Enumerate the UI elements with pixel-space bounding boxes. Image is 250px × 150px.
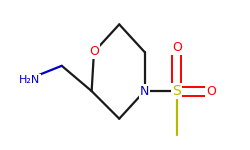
Text: O: O [89,45,99,58]
Text: S: S [172,84,181,98]
Text: N: N [140,85,149,98]
Text: H₂N: H₂N [19,75,40,85]
Text: O: O [172,41,182,54]
Text: O: O [206,85,216,98]
